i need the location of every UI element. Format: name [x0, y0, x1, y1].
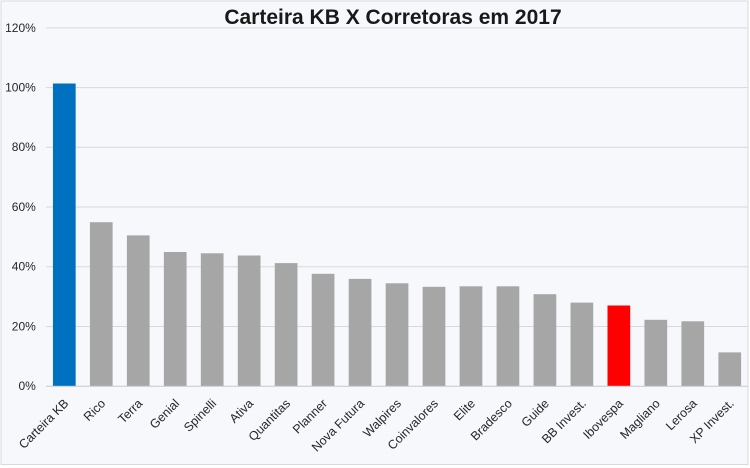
svg-text:120%: 120% — [5, 21, 36, 35]
svg-text:0%: 0% — [18, 379, 36, 393]
svg-text:80%: 80% — [12, 140, 36, 154]
svg-text:60%: 60% — [12, 200, 36, 214]
svg-text:20%: 20% — [12, 319, 36, 333]
svg-text:Carteira KB X Corretoras em 20: Carteira KB X Corretoras em 2017 — [224, 6, 561, 29]
svg-text:40%: 40% — [12, 260, 36, 274]
svg-text:100%: 100% — [5, 81, 36, 95]
